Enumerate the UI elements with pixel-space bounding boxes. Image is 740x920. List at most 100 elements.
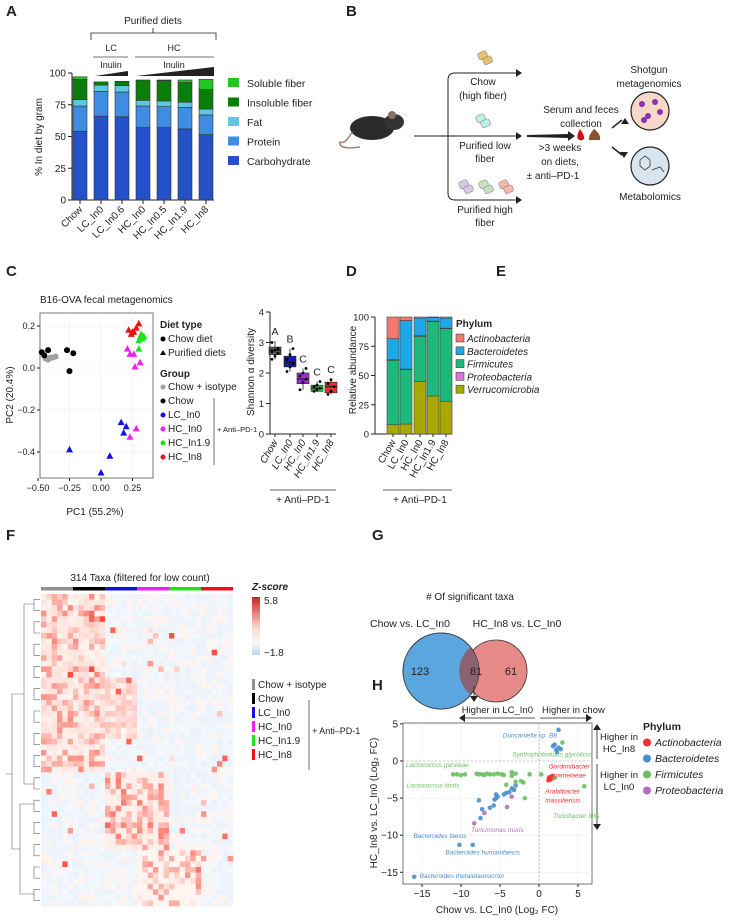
heatmap-cell — [126, 794, 132, 801]
heatmap-cell — [126, 878, 132, 884]
heatmap-cell — [174, 594, 180, 600]
heatmap-cell — [179, 610, 186, 617]
heatmap-cell — [137, 688, 143, 695]
heatmap-cell — [67, 633, 74, 639]
heatmap-cell — [94, 744, 100, 751]
heatmap-cell — [153, 666, 159, 673]
heatmap-cell — [46, 616, 52, 623]
heatmap-cell — [195, 649, 202, 656]
lc-label: LC — [105, 43, 117, 53]
heatmap-cell — [217, 855, 223, 862]
heatmap-cell — [110, 777, 116, 784]
heatmap-cell — [137, 889, 143, 896]
legend-swatch — [228, 136, 239, 146]
heatmap-cell — [201, 883, 207, 890]
heatmap-cell — [190, 861, 196, 868]
heatmap-cell — [89, 666, 95, 673]
heatmap-cell — [185, 828, 191, 834]
heatmap-cell — [73, 894, 79, 901]
heatmap-cell — [179, 900, 186, 907]
heatmap-cell — [83, 594, 90, 600]
heatmap-cell — [201, 638, 207, 645]
heatmap-cell — [99, 605, 106, 611]
heatmap-cell — [185, 594, 191, 600]
bar-segment-carbohydrate — [135, 127, 151, 201]
heatmap-cell — [211, 649, 218, 656]
heatmap-cell — [126, 894, 132, 901]
heatmap-cell — [137, 867, 143, 873]
heatmap-cell — [115, 677, 122, 684]
heatmap-cell — [163, 694, 170, 701]
heatmap-cell — [51, 683, 58, 689]
data-point-LC_In0 — [122, 422, 130, 430]
heatmap-cell — [158, 694, 164, 701]
heatmap-cell — [83, 872, 90, 879]
set-label: HC_In8 vs. LC_In0 — [473, 618, 562, 630]
heatmap-cell — [78, 789, 84, 795]
heatmap-cell — [206, 738, 212, 745]
heatmap-cell — [174, 883, 180, 890]
data-point-firmicutes — [462, 772, 468, 777]
data-point-Chow — [45, 347, 52, 354]
heatmap-cell — [190, 616, 196, 623]
heatmap-cell — [169, 733, 175, 740]
heatmap-cell — [57, 716, 63, 723]
heatmap-cell — [73, 850, 79, 857]
heatmap-cell — [41, 610, 47, 617]
heatmap-cell — [158, 660, 164, 667]
heatmap-cell — [153, 616, 159, 623]
heatmap-cell — [158, 894, 164, 901]
heatmap-cell — [153, 844, 159, 851]
heatmap-cell — [62, 900, 68, 907]
group-color-bar — [105, 587, 137, 591]
heatmap-cell — [158, 805, 164, 812]
heatmap-cell — [121, 894, 127, 901]
heatmap-cell — [137, 850, 143, 857]
heatmap-cell — [142, 616, 148, 623]
heatmap-cell — [147, 627, 154, 634]
heatmap-cell — [51, 894, 58, 901]
heatmap-cell — [147, 811, 154, 818]
heatmap-cell — [201, 599, 207, 606]
heatmap-cell — [99, 744, 106, 751]
data-point — [312, 385, 316, 389]
heatmap-cell — [105, 789, 111, 795]
data-point-LC_In0 — [66, 445, 73, 453]
heatmap-cell — [94, 727, 100, 734]
heatmap-cell — [51, 699, 58, 706]
heatmap-cell — [57, 627, 63, 634]
heatmap-cell — [179, 616, 186, 623]
heatmap-cell — [163, 889, 170, 896]
arrowhead — [593, 824, 601, 830]
arrow-line — [611, 119, 623, 129]
heatmap-cell — [195, 794, 202, 801]
heatmap-cell — [201, 733, 207, 740]
heatmap-cell — [46, 889, 52, 896]
heatmap-cell — [169, 660, 175, 667]
heatmap-cell — [206, 889, 212, 896]
heatmap-cell — [153, 900, 159, 907]
heatmap-cell — [89, 878, 95, 884]
heatmap-cell — [137, 677, 143, 684]
heatmap-cell — [62, 789, 68, 795]
heatmap-cell — [41, 761, 47, 767]
heatmap-cell — [195, 850, 202, 857]
heatmap-cell — [94, 861, 100, 868]
heatmap-cell — [67, 711, 74, 717]
heatmap-cell — [62, 855, 68, 862]
legend-swatch — [455, 333, 465, 343]
heatmap-cell — [94, 894, 100, 901]
heatmap-cell — [46, 883, 52, 890]
y-axis-title: % In diet by gram — [34, 98, 45, 176]
heatmap-cell — [41, 722, 47, 728]
bar-segment-insoluble-fiber — [114, 80, 130, 86]
heatmap-cell — [110, 599, 116, 606]
heatmap-cell — [163, 621, 170, 628]
heatmap-cell — [121, 839, 127, 845]
heatmap-cell — [83, 867, 90, 873]
heatmap-cell — [158, 677, 164, 684]
heatmap-cell — [41, 828, 47, 834]
heatmap-cell — [105, 805, 111, 812]
heatmap-cell — [206, 610, 212, 617]
data-point — [276, 351, 280, 355]
